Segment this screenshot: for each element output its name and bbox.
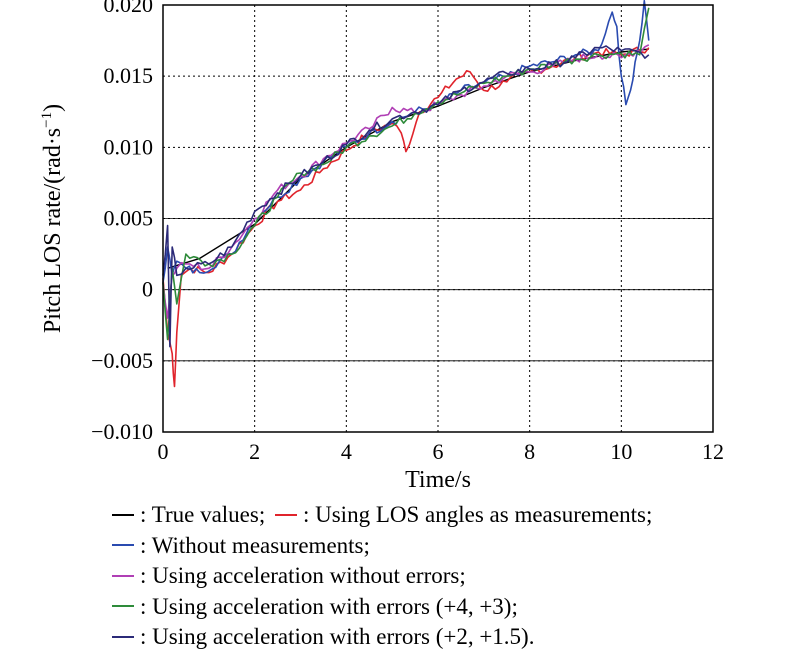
y-axis-label: Pitch LOS rate/(rad·s−1) — [39, 104, 66, 333]
x-tick-label: 8 — [524, 439, 535, 464]
tick-labels: 0 2 4 6 8 10 12 0.020 0.015 0.010 0.005 0 −0.005 −0.0… — [91, 0, 724, 464]
x-axis-label: Time/s — [405, 467, 471, 493]
x-tick-label: 4 — [341, 439, 352, 464]
x-tick-label: 2 — [249, 439, 260, 464]
legend: : True values; : Using LOS angles as mea… — [112, 500, 652, 653]
x-tick-label: 10 — [610, 439, 632, 464]
y-tick-label: −0.005 — [91, 348, 153, 373]
plot-frame — [162, 4, 714, 433]
legend-swatch-acc-err43 — [112, 605, 134, 608]
series-line-using-los-angles-as-measurements — [162, 46, 650, 388]
legend-label-acc-noerr: : Using acceleration without errors; — [140, 563, 466, 588]
legend-swatch-without — [112, 544, 134, 547]
legend-label-acc-err43: : Using acceleration with errors (+4, +3… — [140, 593, 518, 619]
y-tick-label: 0.020 — [104, 0, 154, 17]
x-tick-label: 12 — [702, 439, 724, 464]
y-tick-label: 0.005 — [104, 206, 154, 231]
legend-label-acc-err215: : Using acceleration with errors (+2, +1… — [140, 624, 535, 649]
series-line-using-acceleration-with-errors-2-1-5 — [162, 45, 650, 348]
legend-row: : Using acceleration with errors (+2, +1… — [112, 622, 652, 653]
series-line-true-values — [167, 48, 649, 269]
series-line-using-acceleration-with-errors-4-3 — [162, 7, 650, 341]
y-axis-label-close: ) — [40, 104, 66, 112]
x-tick-label: 0 — [158, 439, 169, 464]
legend-swatch-acc-noerr — [112, 574, 134, 577]
legend-row: : Using acceleration with errors (+4, +3… — [112, 592, 652, 623]
legend-row: : Using acceleration without errors; — [112, 561, 652, 592]
legend-swatch-los — [274, 513, 297, 516]
legend-label-without: : Without measurements; — [140, 532, 370, 558]
legend-row: : True values; : Using LOS angles as mea… — [112, 500, 652, 531]
legend-label-los: : Using LOS angles as measurements; — [302, 502, 653, 527]
y-axis-label-text: Pitch LOS rate/(rad·s — [40, 128, 66, 333]
legend-swatch-true — [112, 513, 134, 516]
y-tick-label: 0 — [142, 277, 153, 302]
grid-lines — [162, 4, 714, 433]
legend-row: : Without measurements; — [112, 531, 652, 562]
series-line-using-acceleration-without-errors — [162, 44, 650, 319]
y-tick-label: 0.015 — [104, 63, 154, 88]
series-lines — [162, 0, 650, 388]
chart: 0 2 4 6 8 10 12 0.020 0.015 0.010 0.005 0 −0.005 −0.0… — [39, 0, 724, 493]
legend-swatch-acc-err215 — [112, 635, 134, 638]
y-tick-label: 0.010 — [104, 134, 154, 159]
y-tick-label: −0.010 — [91, 419, 153, 444]
legend-label-true: : True values; — [140, 502, 266, 527]
y-axis-label-sup: −1 — [39, 112, 55, 128]
x-tick-label: 6 — [433, 439, 444, 464]
